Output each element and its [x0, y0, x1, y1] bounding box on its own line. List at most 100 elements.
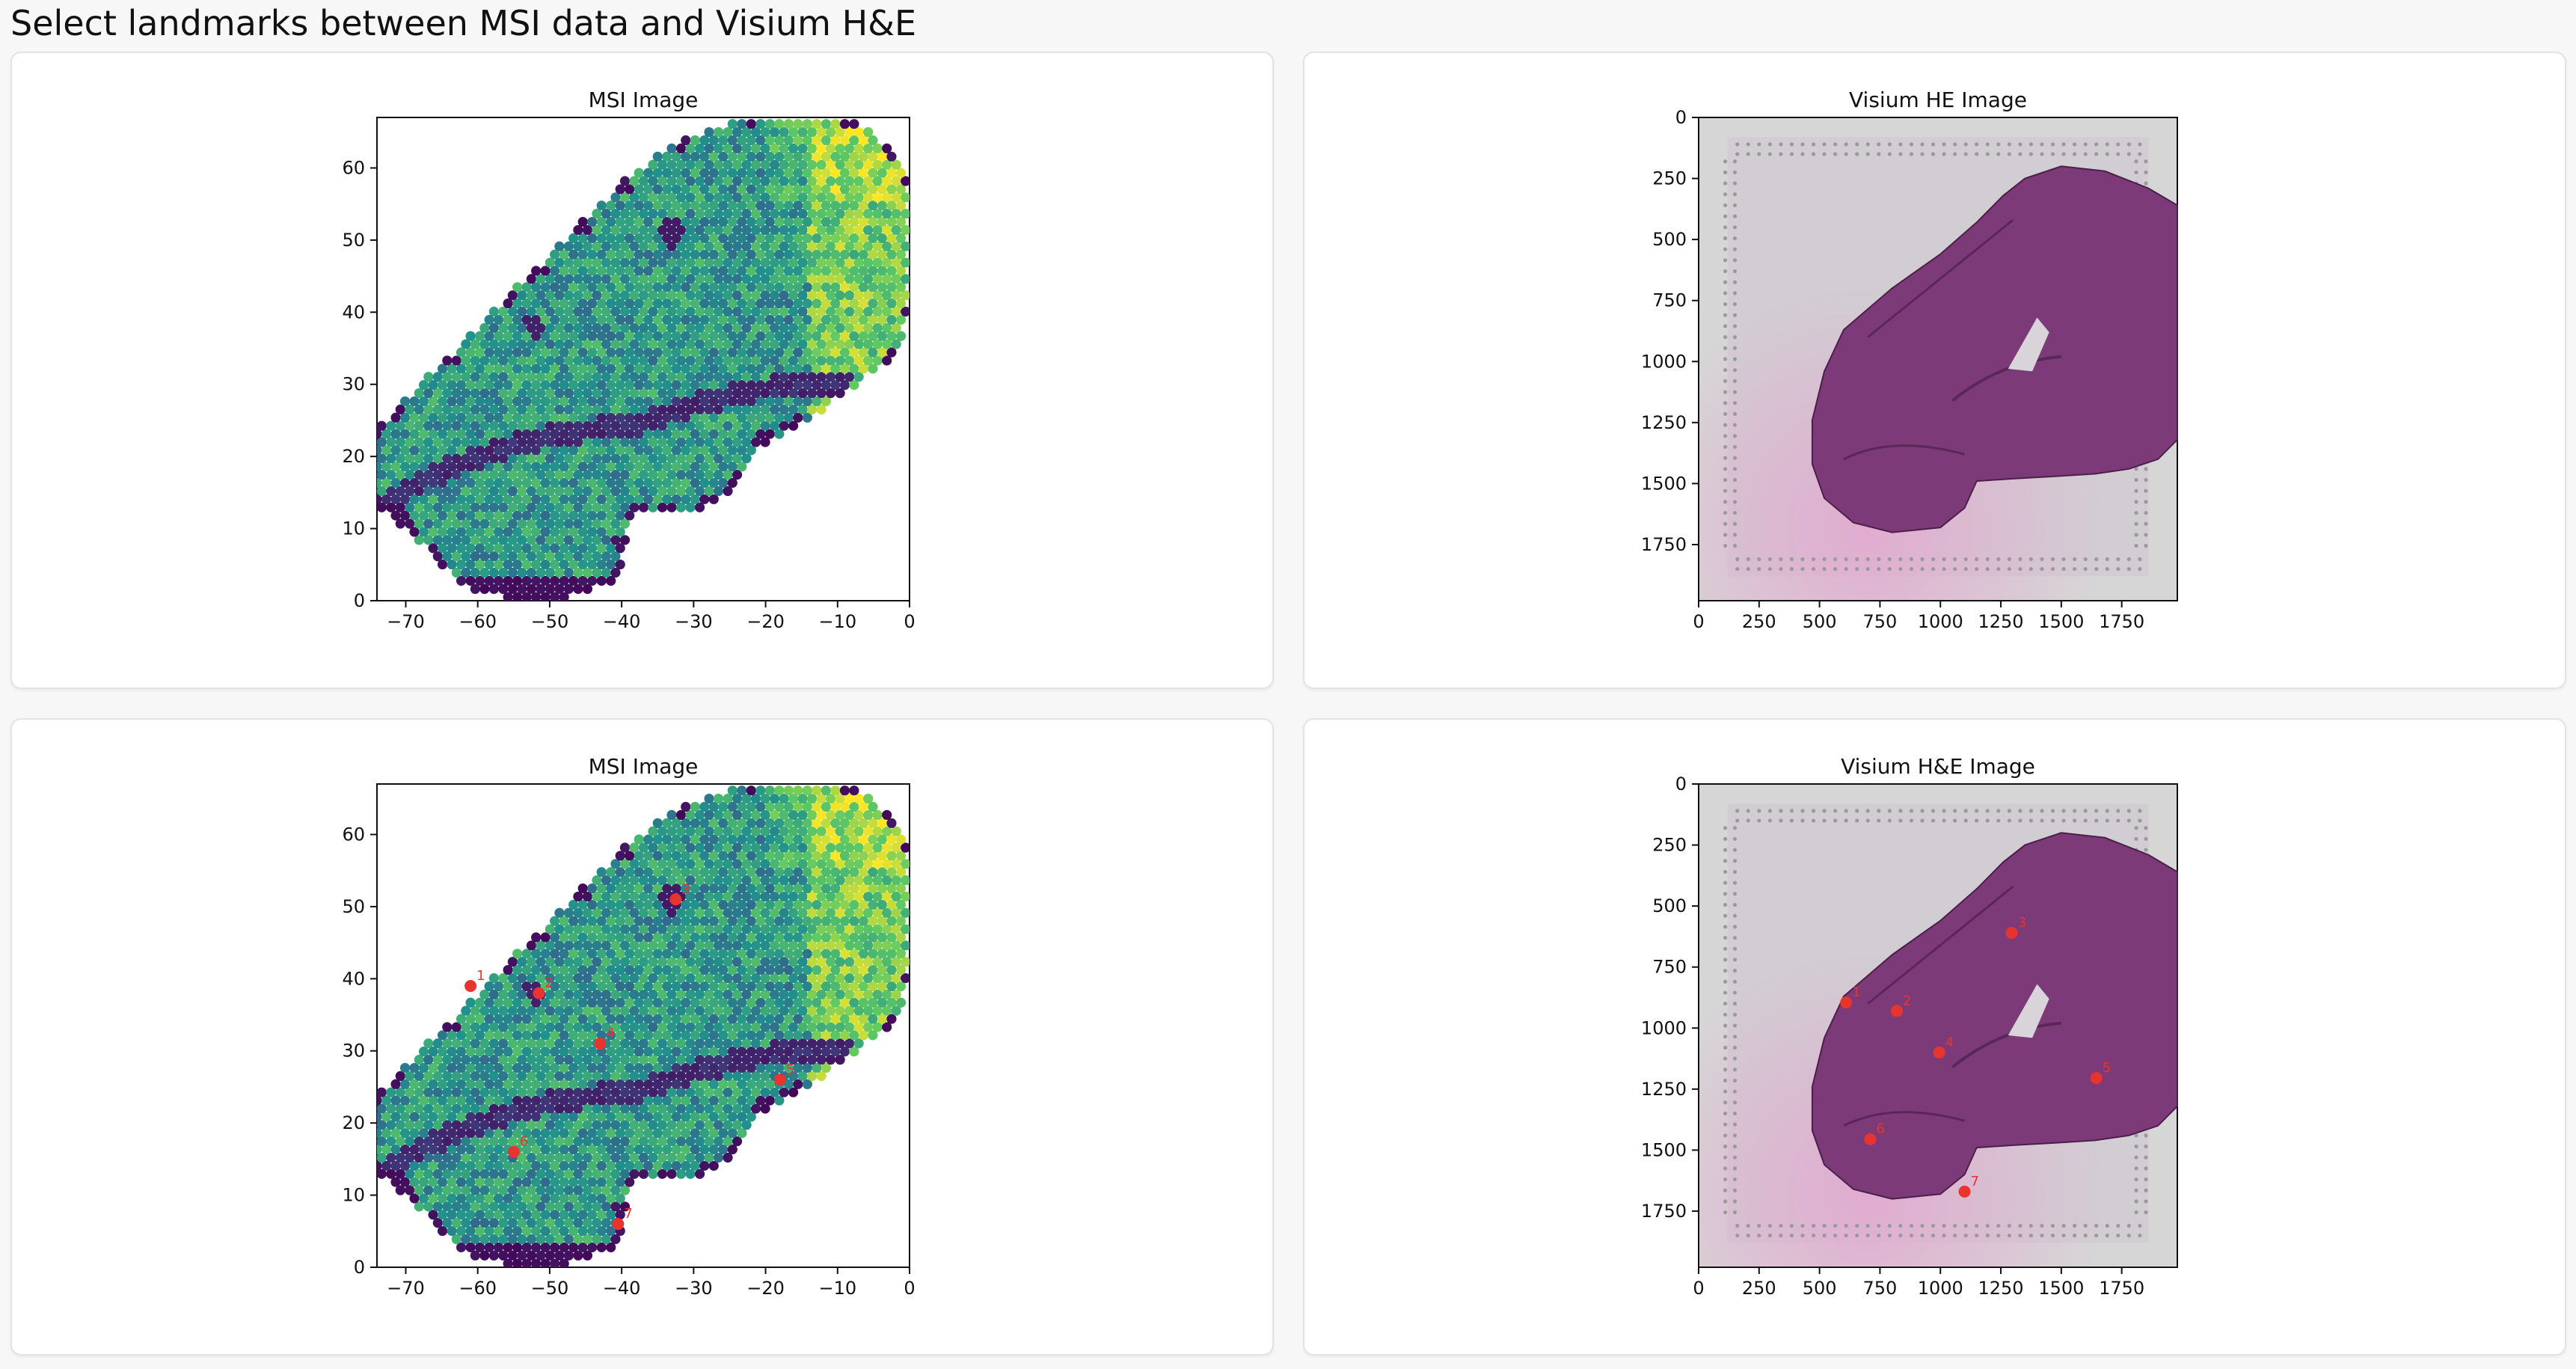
msi-bottom-landmark-point[interactable] [669, 893, 682, 906]
msi-bottom-landmark-point[interactable] [773, 1074, 786, 1086]
he-top-xtick-label: 1750 [2099, 611, 2144, 632]
he-bottom-landmark-point[interactable] [2090, 1072, 2103, 1085]
he-bottom-landmark-label: 2 [1903, 993, 1911, 1008]
msi-bottom-xtick-label: −40 [603, 1278, 641, 1299]
msi-bottom-landmark-point[interactable] [612, 1218, 625, 1231]
msi-bottom-xtick-label: 0 [904, 1278, 915, 1299]
msi-top-axes-frame [376, 117, 910, 601]
msi-top-ytick-label: 50 [342, 230, 365, 251]
msi-bottom-landmark-point[interactable] [464, 979, 477, 992]
he-bottom-landmark-label: 7 [1971, 1174, 1979, 1189]
he-top-xtick-label: 750 [1863, 611, 1898, 632]
he-bottom-landmark-point[interactable] [1958, 1185, 1971, 1198]
msi-bottom-heatmap [377, 785, 910, 1267]
msi-bottom-landmark-point[interactable] [507, 1145, 520, 1158]
he-bottom-landmark-point[interactable] [2005, 927, 2018, 940]
he-bottom-tissue [1811, 832, 2178, 1200]
he-bottom-ytick-label: 250 [1652, 835, 1687, 856]
he-top-xtick-label: 250 [1742, 611, 1776, 632]
he-top-xtick-label: 500 [1803, 611, 1837, 632]
page-title: Select landmarks between MSI data and Vi… [10, 3, 917, 43]
msi-bottom-landmark-point[interactable] [594, 1038, 607, 1050]
msi-top-xtick-label: 0 [904, 611, 915, 632]
he-bottom-landmark-label: 6 [1876, 1121, 1884, 1137]
he-top-ytick-label: 0 [1675, 107, 1687, 128]
msi-bottom-axes-frame [376, 783, 910, 1268]
he-top-card: Visium HE Image 0 250 500 750 1000 1250 1500 175… [1303, 52, 2566, 689]
he-bottom-ytick-label: 1000 [1641, 1017, 1687, 1038]
he-bottom-xtick-label: 500 [1803, 1278, 1837, 1299]
msi-bottom-card: MSI Image −70 −60 −50 −40 −30 −20 −10 0 0 10 20 30 40… [10, 718, 1274, 1356]
he-top-chart[interactable]: Visium HE Image 0 250 500 750 1000 1250 1500 175… [1304, 53, 2568, 690]
msi-bottom-landmark-label: 2 [545, 976, 553, 991]
msi-top-ytick-label: 20 [342, 446, 365, 467]
msi-top-heatmap [377, 119, 910, 601]
he-bottom-xtick-label: 1000 [1918, 1278, 1963, 1299]
he-top-ytick-label: 1500 [1641, 473, 1687, 494]
he-bottom-landmark-label: 5 [2103, 1060, 2111, 1076]
he-bottom-landmark-point[interactable] [1891, 1005, 1904, 1017]
msi-bottom-xtick-label: −50 [531, 1278, 569, 1299]
msi-bottom-xtick-label: −60 [459, 1278, 497, 1299]
msi-top-xtick-label: −50 [531, 611, 569, 632]
msi-top-ytick-label: 60 [342, 157, 365, 178]
msi-bottom-landmark-label: 7 [624, 1206, 632, 1222]
he-bottom-ytick-label: 750 [1652, 957, 1687, 978]
he-top-xtick-label: 0 [1693, 611, 1704, 632]
msi-top-card: MSI Image −70 −60 −50 −40 −30 −20 −10 0 0 10 20 30 40… [10, 52, 1274, 689]
msi-top-chart[interactable]: MSI Image −70 −60 −50 −40 −30 −20 −10 0 0 10 20 30 40… [12, 53, 1275, 690]
msi-bottom-chart[interactable]: MSI Image −70 −60 −50 −40 −30 −20 −10 0 0 10 20 30 40… [12, 720, 1275, 1357]
he-bottom-xtick-label: 0 [1693, 1278, 1704, 1299]
he-top-title: Visium HE Image [1849, 88, 2027, 112]
he-bottom-title: Visium H&E Image [1841, 754, 2035, 779]
msi-top-title: MSI Image [589, 88, 699, 112]
he-bottom-ytick-label: 1750 [1641, 1201, 1687, 1222]
msi-bottom-xtick-label: −30 [675, 1278, 713, 1299]
msi-top-xtick-label: −20 [746, 611, 785, 632]
he-top-xtick-label: 1250 [1978, 611, 2024, 632]
msi-bottom-xtick-label: −10 [818, 1278, 856, 1299]
msi-bottom-landmark-point[interactable] [533, 987, 545, 999]
he-bottom-landmark-point[interactable] [1840, 996, 1853, 1009]
he-bottom-he-image [1699, 785, 2178, 1267]
msi-bottom-landmark-label: 6 [520, 1134, 528, 1150]
msi-top-xtick-label: −70 [387, 611, 425, 632]
he-top-ytick-label: 750 [1652, 290, 1687, 311]
msi-bottom-xtick-label: −20 [746, 1278, 785, 1299]
he-bottom-xtick-label: 250 [1742, 1278, 1776, 1299]
he-top-he-image [1699, 118, 2178, 600]
he-bottom-xtick-label: 1250 [1978, 1278, 2024, 1299]
he-bottom-landmark-point[interactable] [1933, 1046, 1945, 1059]
he-bottom-ytick-label: 1500 [1641, 1139, 1687, 1160]
msi-top-ytick-label: 0 [354, 590, 365, 611]
msi-bottom-landmark-label: 3 [681, 881, 690, 897]
msi-bottom-ytick-label: 40 [342, 968, 365, 989]
he-top-xtick-label: 1500 [2038, 611, 2084, 632]
he-bottom-ytick-label: 0 [1675, 774, 1687, 794]
msi-top-ytick-label: 40 [342, 301, 365, 322]
msi-bottom-ytick-label: 20 [342, 1112, 365, 1133]
msi-bottom-title: MSI Image [589, 754, 699, 779]
he-bottom-landmark-point[interactable] [1864, 1133, 1877, 1145]
he-top-ytick-label: 500 [1652, 229, 1687, 250]
he-top-ytick-label: 1750 [1641, 534, 1687, 555]
he-bottom-ytick-label: 1250 [1641, 1079, 1687, 1100]
msi-top-xtick-label: −30 [675, 611, 713, 632]
msi-bottom-ytick-label: 30 [342, 1041, 365, 1062]
he-top-tissue [1811, 165, 2178, 533]
he-top-ytick-label: 1000 [1641, 351, 1687, 372]
he-bottom-landmark-label: 3 [2018, 915, 2026, 931]
msi-bottom-landmark-label: 1 [476, 968, 485, 984]
msi-bottom-ytick-label: 10 [342, 1185, 365, 1206]
msi-top-xtick-label: −10 [818, 611, 856, 632]
msi-bottom-ytick-label: 0 [354, 1257, 365, 1278]
he-bottom-landmark-label: 1 [1852, 984, 1860, 1000]
msi-bottom-ytick-label: 60 [342, 824, 365, 845]
he-top-ytick-label: 250 [1652, 168, 1687, 189]
he-bottom-xtick-label: 1750 [2099, 1278, 2144, 1299]
he-top-xtick-label: 1000 [1918, 611, 1963, 632]
msi-top-ytick-label: 10 [342, 518, 365, 539]
msi-bottom-landmark-label: 5 [786, 1062, 794, 1077]
he-bottom-card: Visium H&E Image 0 250 500 750 1000 1250 1500 17… [1303, 718, 2566, 1356]
